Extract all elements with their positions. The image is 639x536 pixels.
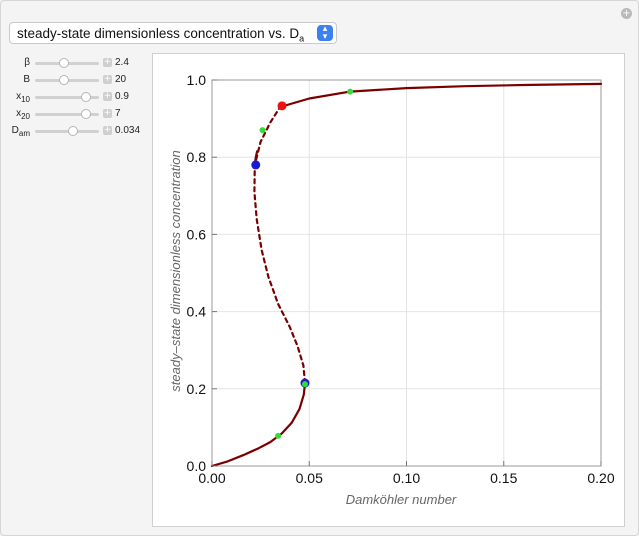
slider-thumb[interactable] — [58, 58, 69, 68]
control-value: 2.4 — [115, 57, 129, 68]
control-label: β — [24, 57, 30, 68]
control-value: 7 — [115, 108, 121, 119]
plus-icon[interactable]: + — [621, 8, 632, 19]
plus-icon[interactable]: + — [103, 91, 112, 101]
point-marker-2 — [277, 101, 287, 111]
y-axis-label: steady–state dimensionless concentration — [168, 150, 183, 391]
slider-Dam[interactable] — [35, 130, 99, 133]
plus-icon[interactable]: + — [103, 108, 112, 118]
chevron-up-down-icon[interactable]: ▴ ▾ — [317, 25, 333, 42]
point-marker-6 — [275, 432, 282, 439]
control-value: 0.9 — [115, 91, 129, 102]
control-label: x10 — [16, 91, 30, 104]
y-tick-label: 0.8 — [187, 149, 207, 165]
plot-panel — [152, 53, 625, 527]
plus-icon[interactable]: + — [103, 57, 112, 67]
control-Dam: Dam +0.034 — [0, 124, 150, 138]
slider-x10[interactable] — [35, 96, 99, 99]
control-B: B +20 — [0, 73, 150, 87]
slider-thumb[interactable] — [68, 126, 79, 136]
control-value: 0.034 — [115, 125, 141, 136]
point-marker-3 — [251, 160, 261, 170]
y-tick-label: 0.4 — [187, 304, 207, 320]
control-value: 20 — [115, 74, 127, 85]
slider-x20[interactable] — [35, 113, 99, 116]
ticks: 0.00 0.05 0.10 0.15 0.20 0.0 0.2 0.4 0.6 0.8 1.0 — [187, 72, 615, 486]
control-label: B — [23, 74, 30, 85]
control-beta: β +2.4 — [0, 56, 150, 70]
series-line-1 — [253, 105, 307, 385]
control-x20: x20 +7 — [0, 107, 150, 121]
y-tick-label: 0.0 — [187, 458, 207, 474]
control-label: x20 — [16, 108, 30, 121]
series-line-3 — [279, 82, 603, 109]
x-tick-label: 0.15 — [490, 470, 517, 486]
x-axis-label: Damköhler number — [346, 492, 457, 507]
point-marker-1 — [259, 127, 266, 134]
grid — [211, 79, 602, 467]
control-label: Dam — [11, 125, 30, 138]
y-tick-label: 1.0 — [187, 72, 207, 88]
y-tick-label: 0.6 — [187, 226, 207, 242]
plus-icon[interactable]: + — [103, 125, 112, 135]
series-line-0 — [210, 381, 307, 468]
markers — [251, 88, 354, 439]
plot-type-dropdown[interactable]: steady-state dimensionless concentration… — [9, 22, 337, 44]
point-marker-0 — [347, 88, 354, 95]
slider-thumb[interactable] — [81, 92, 92, 102]
y-tick-label: 0.2 — [187, 381, 207, 397]
plus-icon[interactable]: + — [103, 74, 112, 84]
slider-thumb[interactable] — [58, 75, 69, 85]
chart: 0.00 0.05 0.10 0.15 0.20 0.0 0.2 0.4 0.6 0.8 1.0 D… — [168, 72, 615, 507]
x-tick-label: 0.00 — [198, 470, 225, 486]
x-tick-label: 0.05 — [296, 470, 323, 486]
x-tick-label: 0.10 — [393, 470, 420, 486]
control-x10: x10 +0.9 — [0, 90, 150, 104]
point-marker-5 — [301, 381, 308, 388]
dropdown-label: steady-state dimensionless concentration… — [17, 26, 305, 44]
slider-thumb[interactable] — [81, 109, 92, 119]
x-tick-label: 0.20 — [587, 470, 614, 486]
